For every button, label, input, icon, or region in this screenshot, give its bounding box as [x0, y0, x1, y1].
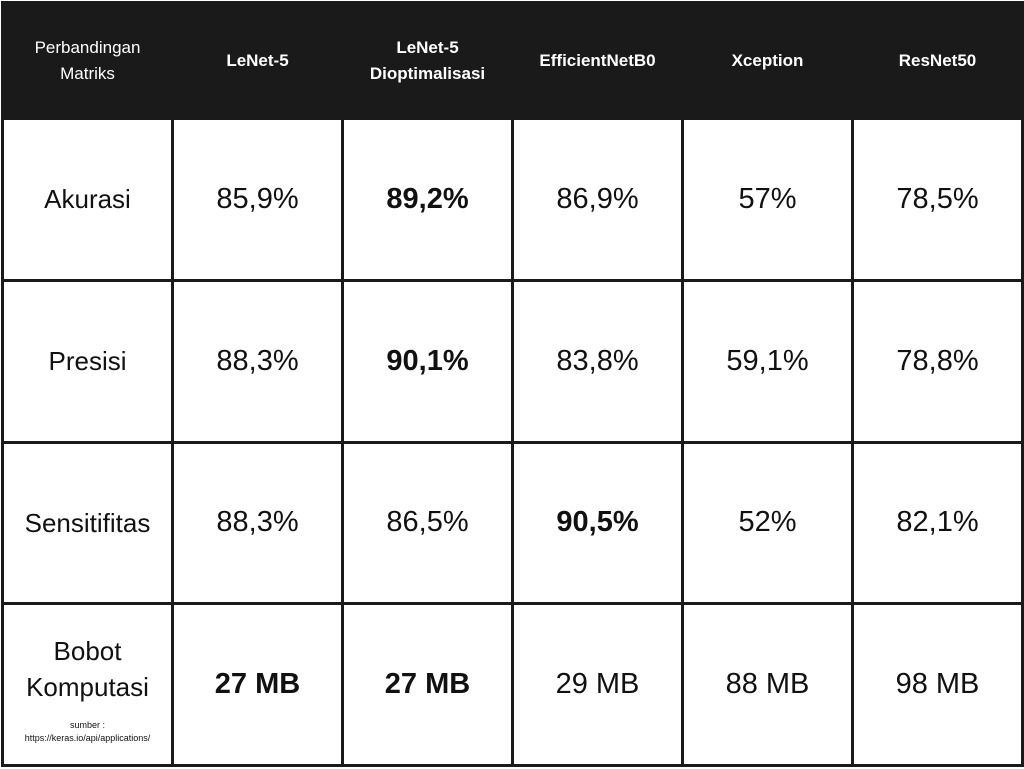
table-row-sensitifitas: Sensitifitas 88,3% 86,5% 90,5% 52% 82,1%	[1, 440, 1024, 606]
metric-value: 86,5%	[341, 440, 514, 606]
metric-label: Sensitifitas	[1, 440, 174, 606]
metric-value: 78,5%	[851, 117, 1024, 282]
metric-value: 86,9%	[511, 117, 684, 282]
header-model-xception: Xception	[681, 1, 854, 120]
header-model-efficientnetb0: EfficientNetB0	[511, 1, 684, 120]
header-row: Perbandingan Matriks LeNet-5 LeNet-5 Dio…	[1, 1, 1024, 120]
metric-value: 57%	[681, 117, 854, 282]
metric-value: 29 MB	[511, 602, 684, 767]
metric-value: 78,8%	[851, 278, 1024, 444]
header-corner-cell: Perbandingan Matriks	[1, 1, 174, 120]
metric-value: 88,3%	[171, 440, 344, 606]
header-model-lenet5-optimized: LeNet-5 Dioptimalisasi	[341, 1, 514, 120]
metric-label: Akurasi	[1, 117, 174, 282]
metric-value: 83,8%	[511, 278, 684, 444]
metric-label-cell: Bobot Komputasi sumber : https://keras.i…	[1, 602, 174, 767]
metric-value: 27 MB	[341, 602, 514, 767]
metric-value: 89,2%	[341, 117, 514, 282]
metric-label: Bobot Komputasi	[26, 635, 149, 702]
metric-value: 52%	[681, 440, 854, 606]
table-row-bobot-komputasi: Bobot Komputasi sumber : https://keras.i…	[1, 602, 1024, 767]
source-note: sumber : https://keras.io/api/applicatio…	[24, 719, 151, 743]
metric-label: Presisi	[1, 278, 174, 444]
metric-value: 82,1%	[851, 440, 1024, 606]
metric-value: 90,1%	[341, 278, 514, 444]
table-row-akurasi: Akurasi 85,9% 89,2% 86,9% 57% 78,5%	[1, 117, 1024, 282]
metric-value: 59,1%	[681, 278, 854, 444]
metric-value: 98 MB	[851, 602, 1024, 767]
metric-value: 88 MB	[681, 602, 854, 767]
metric-value: 27 MB	[171, 602, 344, 767]
header-model-lenet5: LeNet-5	[171, 1, 344, 120]
table-row-presisi: Presisi 88,3% 90,1% 83,8% 59,1% 78,8%	[1, 278, 1024, 444]
metric-value: 88,3%	[171, 278, 344, 444]
metric-value: 90,5%	[511, 440, 684, 606]
metric-value: 85,9%	[171, 117, 344, 282]
header-model-resnet50: ResNet50	[851, 1, 1024, 120]
